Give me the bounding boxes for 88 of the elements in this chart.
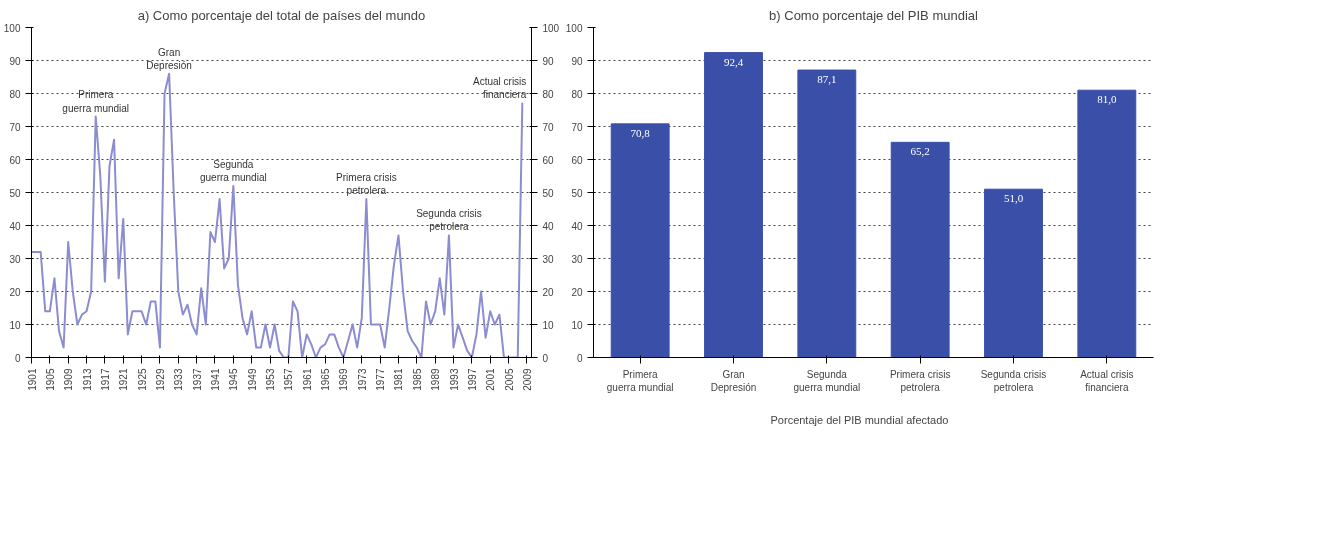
x-tick-label: 1949 — [246, 368, 258, 391]
y-tick-label: 80 — [9, 88, 21, 100]
y-tick-label: 90 — [571, 55, 583, 67]
y2-tick-label: 10 — [542, 319, 555, 331]
x-tick-label: 1961 — [301, 368, 313, 391]
y2-tick-label: 30 — [542, 253, 555, 265]
x-tick-label: 2001 — [485, 368, 497, 391]
x-tick-label: 1973 — [356, 368, 368, 391]
y-tick-label: 70 — [9, 121, 21, 133]
y-tick-label: 100 — [3, 22, 21, 34]
y-tick-label: 10 — [9, 319, 21, 331]
y-tick-label: 40 — [9, 220, 21, 232]
annotation: Segunda guerra mundial — [199, 158, 267, 183]
y2-tick-label: 50 — [542, 187, 555, 199]
x-tick-label: 1989 — [430, 368, 442, 391]
annotation: Segunda crisis petrolera — [416, 208, 482, 233]
x-tick-label: 1925 — [136, 368, 148, 391]
x-tick-label: 1997 — [466, 368, 478, 391]
x-tick-label: 1921 — [118, 368, 130, 391]
bar — [610, 123, 670, 358]
annotation: Primera guerra mundial — [62, 89, 130, 114]
x-tick-label: Primera guerra mundial — [606, 368, 674, 393]
x-tick-label: Actual crisis financiera — [1080, 368, 1134, 393]
bar — [704, 52, 763, 358]
x-tick-label: 1901 — [26, 368, 38, 391]
data-label: 70,8 — [630, 126, 651, 139]
x-tick-label: 1909 — [63, 368, 75, 391]
y-tick-label: 0 — [576, 352, 583, 364]
bar — [890, 141, 950, 358]
y-tick-label: 0 — [14, 352, 21, 364]
chart-title: a) Como porcentaje del total de países del mundo — [137, 7, 426, 23]
y2-tick-label: 90 — [542, 55, 555, 67]
x-tick-label: 1905 — [44, 368, 56, 391]
x-tick-label: 1941 — [209, 368, 221, 391]
y-tick-label: 30 — [9, 253, 21, 265]
data-label: 51,0 — [1003, 192, 1024, 205]
x-tick-label: Segunda guerra mundial — [793, 368, 861, 393]
bar — [797, 69, 857, 358]
y-tick-label: 40 — [571, 220, 583, 232]
x-tick-label: 2005 — [503, 368, 515, 391]
y2-tick-label: 80 — [542, 88, 555, 100]
y-tick-label: 30 — [571, 253, 583, 265]
data-label: 87,1 — [817, 73, 837, 86]
x-tick-label: 1913 — [81, 368, 93, 391]
x-tick-label: 1981 — [393, 368, 405, 391]
y2-tick-label: 40 — [542, 220, 555, 232]
data-label: 81,0 — [1097, 93, 1117, 106]
x-tick-label: 1933 — [173, 368, 185, 391]
y2-tick-label: 0 — [542, 352, 549, 364]
annotation: Gran Depresión — [146, 46, 192, 71]
x-tick-label: 1957 — [283, 368, 295, 391]
bar — [984, 188, 1043, 358]
y2-tick-label: 70 — [542, 121, 555, 133]
y-tick-label: 50 — [9, 187, 21, 199]
data-label: 92,4 — [723, 55, 744, 68]
x-tick-label: 1993 — [448, 368, 460, 391]
chart-title: b) Como porcentaje del PIB mundial — [769, 7, 979, 23]
y-tick-label: 10 — [571, 319, 583, 331]
x-tick-label: 1945 — [228, 368, 240, 391]
x-tick-label: 1965 — [320, 368, 332, 391]
x-tick-label: Primera crisis petrolera — [889, 368, 951, 393]
y-tick-label: 60 — [571, 154, 583, 166]
y-tick-label: 100 — [565, 22, 583, 34]
y2-tick-label: 100 — [542, 22, 560, 34]
annotation: Primera crisis petrolera — [336, 171, 397, 197]
y-tick-label: 20 — [9, 286, 21, 298]
x-tick-label: Gran Depresión — [710, 368, 757, 393]
x-tick-label: 1977 — [375, 368, 387, 391]
y2-tick-label: 60 — [542, 154, 555, 166]
data-label: 65,2 — [910, 145, 930, 158]
x-tick-label: 1953 — [265, 368, 277, 391]
text: Porcentaje del PIB mundial afectado — [770, 414, 949, 426]
x-tick-label: 1917 — [99, 368, 111, 391]
y-tick-label: 60 — [9, 154, 21, 166]
y2-tick-label: 20 — [542, 286, 555, 298]
x-tick-label: Segunda crisis petrolera — [980, 368, 1047, 393]
y-tick-label: 90 — [9, 55, 21, 67]
y-tick-label: 20 — [571, 286, 583, 298]
y-tick-label: 70 — [571, 121, 583, 133]
x-tick-label: 1937 — [191, 368, 203, 391]
x-tick-label: 1929 — [154, 368, 166, 391]
bar — [1077, 89, 1137, 358]
x-tick-label: 1969 — [338, 368, 350, 391]
x-tick-label: 1985 — [411, 368, 423, 391]
y-tick-label: 80 — [571, 88, 583, 100]
x-tick-label: 2009 — [521, 368, 533, 391]
y-tick-label: 50 — [571, 187, 583, 199]
annotation: Actual crisis financiera — [472, 76, 527, 101]
